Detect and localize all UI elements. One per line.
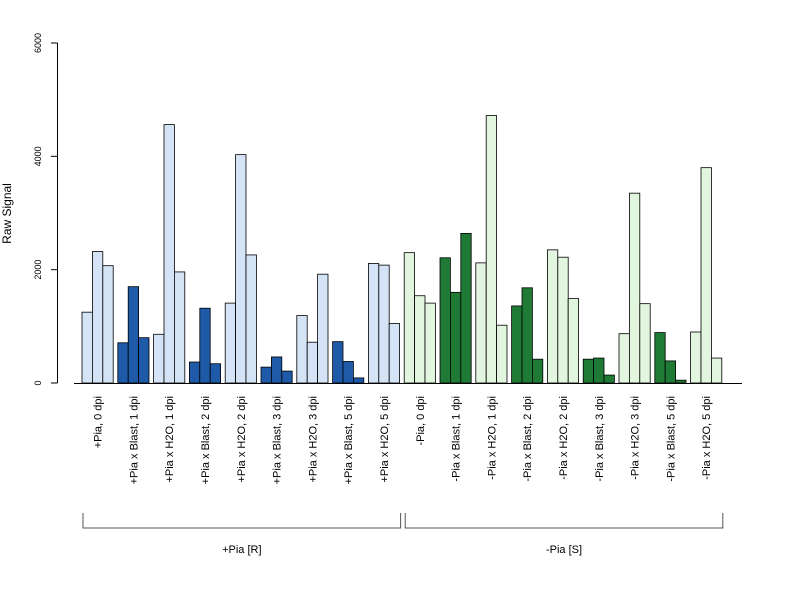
y-axis: 0 2000 4000 6000	[33, 33, 58, 386]
category-label: -Pia x H2O, 1 dpi	[486, 396, 498, 480]
y-tick-label: 0	[33, 380, 43, 385]
category-label: -Pia, 0 dpi	[415, 396, 427, 446]
bar	[639, 303, 651, 384]
bar	[711, 357, 723, 384]
bar	[209, 363, 221, 384]
bar	[567, 298, 580, 384]
category-label: +Pia x Blast, 1 dpi	[128, 396, 140, 484]
group-bracket	[404, 513, 724, 529]
category-label: +Pia x Blast, 5 dpi	[343, 396, 355, 484]
bar	[439, 257, 451, 384]
category-label: -Pia x Blast, 5 dpi	[665, 396, 677, 482]
bar	[521, 287, 533, 384]
group-bracket	[82, 513, 402, 529]
bar	[547, 249, 559, 384]
category-label: -Pia x H2O, 2 dpi	[558, 396, 570, 480]
bar	[92, 251, 104, 384]
bar	[424, 302, 436, 384]
bar	[603, 374, 615, 384]
category-label: +Pia x H2O, 1 dpi	[164, 396, 176, 483]
bar	[511, 305, 523, 384]
bar	[629, 192, 641, 384]
category-label: -Pia x H2O, 5 dpi	[701, 396, 713, 480]
bar	[367, 263, 380, 384]
bar	[496, 324, 508, 384]
bar	[700, 167, 712, 384]
bar	[378, 264, 390, 384]
category-label: +Pia, 0 dpi	[93, 396, 105, 448]
category-label: +Pia x H2O, 5 dpi	[379, 396, 391, 483]
bar	[245, 254, 257, 384]
y-tick-label: 4000	[33, 146, 43, 166]
bar	[582, 358, 595, 384]
category-label: -Pia x H2O, 3 dpi	[630, 396, 642, 480]
bar	[270, 356, 283, 384]
bar	[81, 311, 93, 384]
bar	[654, 332, 666, 384]
bar	[127, 286, 139, 384]
bar	[352, 377, 365, 384]
bar	[342, 361, 354, 384]
bar	[460, 232, 472, 384]
category-label: -Pia x Blast, 1 dpi	[451, 396, 463, 482]
bar	[224, 302, 236, 384]
category-label: +Pia x Blast, 3 dpi	[272, 396, 284, 484]
y-tick-label: 6000	[33, 33, 43, 53]
group-label: +Pia [R]	[222, 544, 261, 556]
bar	[173, 271, 186, 384]
bar	[235, 154, 247, 384]
bar	[675, 379, 687, 384]
bar	[664, 360, 677, 384]
bar	[532, 358, 544, 384]
group-label: -Pia [S]	[546, 544, 582, 556]
category-label: +Pia x H2O, 2 dpi	[236, 396, 248, 483]
bar	[260, 366, 272, 384]
bar	[557, 256, 569, 384]
bar	[102, 265, 114, 384]
bar	[306, 341, 319, 384]
bar	[475, 262, 487, 384]
bar	[281, 370, 293, 384]
category-label: +Pia x Blast, 2 dpi	[200, 396, 212, 484]
bar	[117, 342, 129, 384]
bar	[485, 115, 498, 384]
bar	[188, 361, 201, 384]
category-label: +Pia x H2O, 3 dpi	[307, 396, 319, 483]
bar	[414, 295, 426, 384]
bar	[138, 337, 150, 384]
bar	[449, 291, 462, 384]
bar	[618, 333, 630, 384]
bar	[153, 333, 165, 384]
bar	[388, 323, 401, 384]
y-tick-label: 2000	[33, 260, 43, 280]
bar	[163, 124, 175, 384]
category-label: -Pia x Blast, 3 dpi	[594, 396, 606, 482]
bar	[593, 357, 605, 384]
bar	[296, 315, 308, 384]
group-brackets: +Pia [R] -Pia [S]	[82, 513, 724, 556]
y-axis-label: Raw Signal	[0, 183, 14, 244]
bar	[199, 307, 211, 384]
bars-layer	[81, 115, 723, 384]
bar	[332, 341, 344, 384]
bar	[690, 331, 702, 384]
bar	[403, 252, 416, 384]
category-labels: +Pia, 0 dpi +Pia x Blast, 1 dpi +Pia x H2O…	[93, 396, 714, 484]
category-label: -Pia x Blast, 2 dpi	[522, 396, 534, 482]
bar	[317, 273, 329, 384]
